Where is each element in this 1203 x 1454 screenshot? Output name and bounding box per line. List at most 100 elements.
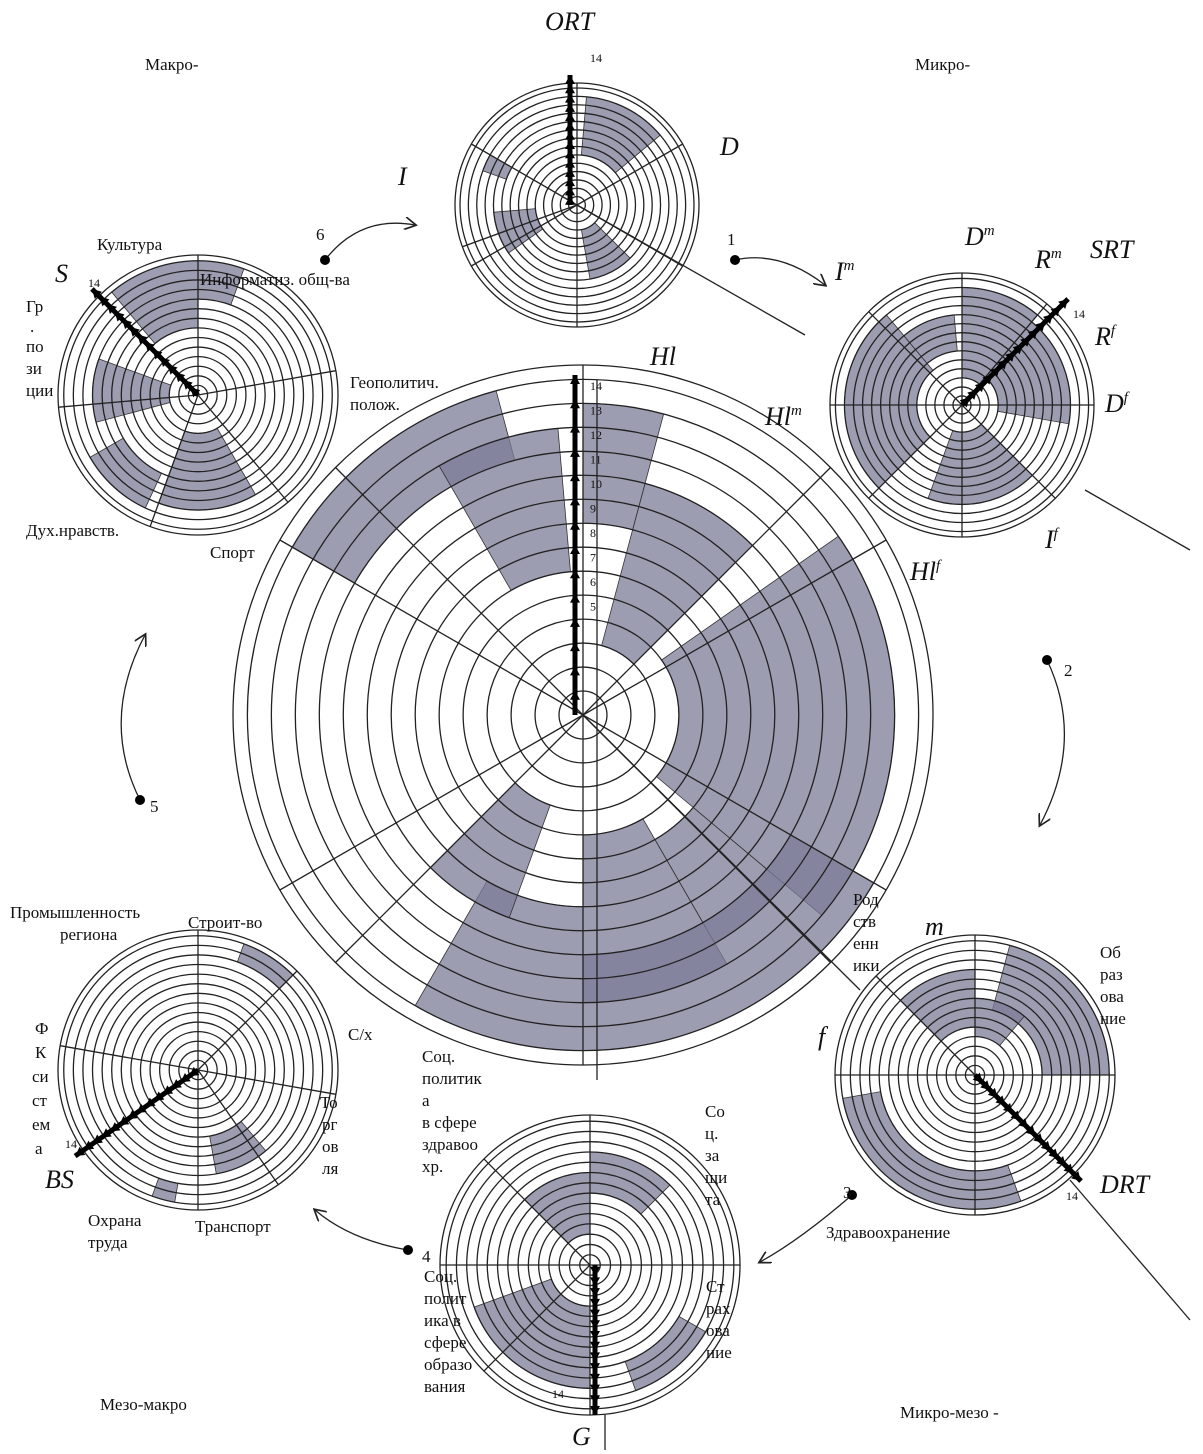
sector-label: Род ств енн ики [853, 890, 879, 975]
transition-arrow [120, 635, 145, 801]
scale-tick [122, 319, 133, 330]
scale-tick [189, 1066, 200, 1077]
scale-tick [570, 666, 580, 676]
axis-line [582, 539, 887, 716]
scale-tick [570, 496, 580, 506]
scale-tick [1010, 1110, 1021, 1121]
scale-tick [162, 1085, 174, 1095]
scale-label: 14 [590, 51, 602, 65]
scale-tick [974, 382, 985, 393]
axis-line [279, 539, 584, 716]
corner-label: Мезо-макро [100, 1395, 187, 1414]
axis-line [335, 467, 584, 716]
scale-tick [1025, 1125, 1036, 1136]
axis-label: If [1044, 525, 1060, 554]
scale-tick [565, 112, 575, 122]
sector-label: Информатиз. общ-ва [200, 270, 350, 289]
scale-tick [160, 357, 171, 368]
node-title: SRT [1090, 235, 1135, 264]
sector-label: Об раз ова ние [1100, 943, 1126, 1028]
scale-tick [590, 1341, 600, 1351]
node-title: DRT [1099, 1170, 1151, 1199]
scale-tick [114, 311, 125, 322]
scale-tick [590, 1298, 600, 1308]
scale-tick [180, 1073, 191, 1083]
scale-tick [1050, 306, 1061, 317]
scale-tick [997, 359, 1008, 370]
scale-tick [145, 1097, 156, 1107]
scale-tick [1058, 298, 1069, 309]
scale-tick [1056, 1156, 1066, 1166]
scale-tick [119, 1116, 130, 1126]
axis-label: Hlm [764, 402, 802, 431]
scale-tick [570, 399, 580, 409]
axis-line [868, 404, 963, 499]
scale-tick [570, 593, 580, 603]
scale-tick [144, 341, 155, 352]
step-label: 1 [727, 230, 736, 249]
scale-tick [565, 167, 575, 177]
axis-label: Hl [649, 342, 676, 371]
scale-label: 7 [590, 551, 596, 565]
scale-label: 12 [590, 428, 602, 442]
axis-line [1069, 1179, 1191, 1321]
corner-label: Микро-мезо - [900, 1403, 999, 1422]
transition-arrow [315, 1210, 409, 1251]
shaded-sector [236, 943, 294, 990]
scale-label: 6 [590, 575, 596, 589]
sector-label: Здравоохранение [826, 1223, 950, 1242]
scale-tick [570, 642, 580, 652]
scale-tick [1033, 1133, 1044, 1144]
scale-tick [1002, 1102, 1013, 1113]
axis-line [1084, 489, 1191, 551]
scale-tick [101, 1128, 112, 1138]
scale-label: 11 [590, 453, 602, 467]
scale-tick [1005, 351, 1016, 362]
axis-line [582, 714, 861, 991]
labels: Макро- Микро- Мезо-макро Микро-мезо - OR… [10, 7, 1151, 1451]
axis-line [576, 143, 683, 206]
scale-tick [175, 372, 186, 383]
scale-tick [590, 1288, 600, 1298]
scale-tick [590, 1309, 600, 1319]
scale-tick [127, 1109, 139, 1120]
scale-tick [570, 545, 580, 554]
sector-label: Дух.нравств. [26, 521, 119, 540]
axis-label: I [397, 162, 408, 191]
scale-tick [190, 387, 201, 398]
step-dot [1042, 655, 1052, 665]
scale-tick [590, 1277, 600, 1287]
scale-tick [987, 1087, 998, 1098]
step-dot [135, 795, 145, 805]
scale-tick [590, 1384, 600, 1394]
shapes [57, 75, 1191, 1450]
step-label: 2 [1064, 661, 1073, 680]
step-dot [403, 1245, 413, 1255]
scale-tick [570, 423, 580, 433]
scale-tick [565, 177, 575, 187]
scale-tick [83, 1140, 95, 1150]
transition-arrow [734, 257, 825, 285]
sector-label: С/х [348, 1025, 373, 1044]
scale-tick [590, 1373, 600, 1383]
scale-label: 8 [590, 526, 596, 540]
sector-label: Геополитич. полож. [350, 373, 439, 414]
scale-tick [570, 617, 580, 627]
sector-label: Строит-во [188, 913, 262, 932]
scale-tick [154, 1091, 165, 1101]
scale-tick [565, 75, 575, 84]
scale-tick [1040, 1140, 1051, 1151]
scale-tick [171, 1079, 182, 1089]
scale-tick [565, 186, 575, 196]
center-scale: 14 13 12 11 10 9 8 7 6 5 [590, 379, 602, 614]
scale-tick [590, 1395, 600, 1405]
scale-tick [107, 304, 117, 314]
scale-tick [565, 149, 575, 159]
axis-line [197, 1069, 279, 1186]
step-dot [730, 255, 740, 265]
scale-tick [136, 1103, 147, 1114]
axis-line [875, 975, 976, 1076]
scale-tick [590, 1320, 600, 1330]
axis-line [335, 714, 584, 963]
axis-line [471, 204, 578, 267]
